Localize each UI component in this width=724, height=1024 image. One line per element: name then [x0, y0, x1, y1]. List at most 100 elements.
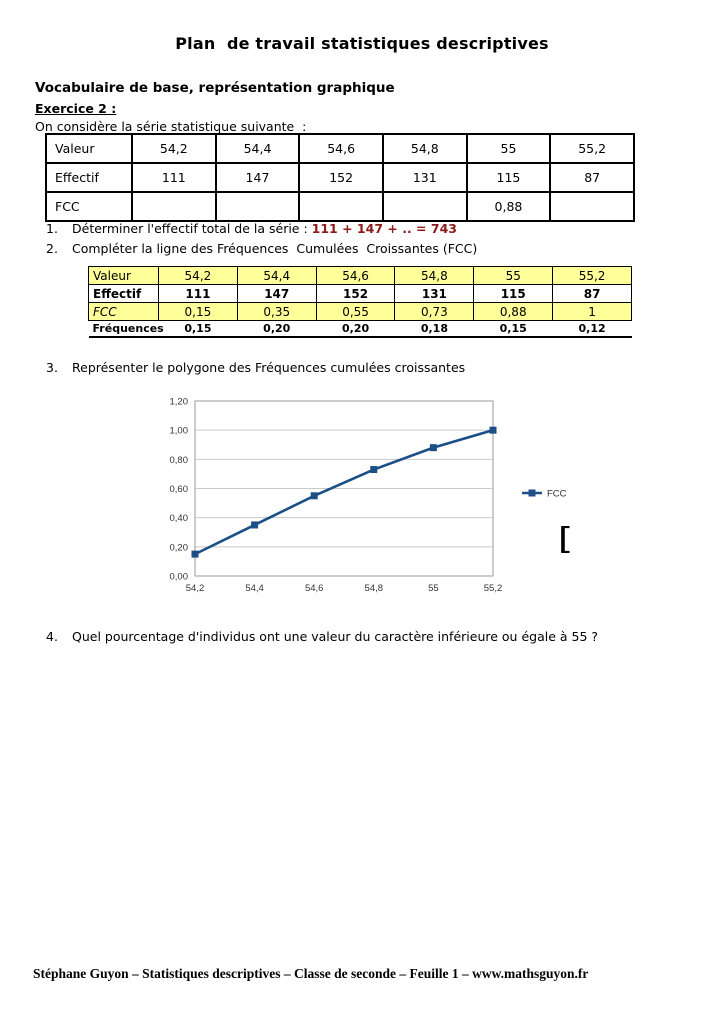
intro-line: On considère la série statistique suivan… — [35, 119, 307, 134]
chart-canvas: 0,00 0,20 0,40 0,60 0,80 1,00 1,20 54,2 54,4 54,6… — [170, 397, 567, 595]
cell-value: 54,2 — [131, 133, 217, 164]
question-text: Représenter le polygone des Fréquences c… — [72, 360, 466, 375]
cell-value: 0,20 — [316, 320, 395, 338]
fcc-series-marker — [191, 550, 199, 558]
question-number: 1. — [46, 221, 58, 236]
cell-value: 54,6 — [315, 266, 396, 285]
cell-value: 54,2 — [158, 266, 238, 285]
cell-value: 55 — [465, 133, 552, 164]
cell-value: 54,4 — [236, 266, 317, 285]
question-2: 2. Compléter la ligne des Fréquences Cum… — [46, 241, 686, 256]
fcc-series-marker — [310, 492, 318, 500]
question-1: 1. Déterminer l'effectif total de la sér… — [46, 221, 686, 236]
question-answer-highlight: 111 + 147 + .. = 743 — [311, 221, 457, 236]
exercise-label: Exercice 2 : — [35, 101, 117, 116]
cell-value — [381, 191, 468, 222]
fcc-series-marker — [489, 426, 497, 434]
question-number: 4. — [46, 629, 58, 644]
y-axis-label: 0,40 — [170, 513, 189, 524]
cell-value: 0,35 — [236, 302, 317, 321]
cell-value: 0,88 — [465, 191, 552, 222]
row-label: Effectif — [45, 162, 133, 193]
row-label: Fréquences — [88, 320, 164, 338]
x-axis-label: 54,2 — [186, 583, 205, 594]
fcc-line-chart: 0,00 0,20 0,40 0,60 0,80 1,00 1,20 54,2 54,4 54,6… — [158, 390, 618, 615]
fcc-series-line — [194, 428, 494, 556]
fcc-series-marker — [429, 444, 437, 452]
cell-value: 0,15 — [158, 320, 238, 338]
page-title: Plan de travail statistiques descriptive… — [175, 34, 549, 53]
cell-value: 0,15 — [158, 302, 238, 321]
stray-bracket-glyph: [ — [552, 522, 577, 557]
question-4: 4. Quel pourcentage d'individus ont une … — [46, 629, 686, 644]
y-axis-label: 0,20 — [170, 542, 189, 553]
cell-value: 111 — [158, 284, 238, 303]
x-axis-label: 54,4 — [245, 583, 264, 594]
question-number: 3. — [46, 360, 58, 375]
cell-value: 87 — [549, 162, 635, 193]
legend-label: FCC — [547, 489, 567, 500]
cell-value: 147 — [214, 162, 301, 193]
cell-value: 0,12 — [552, 320, 632, 338]
cell-value — [298, 191, 384, 222]
cell-value: 0,73 — [394, 302, 475, 321]
cell-value: 0,15 — [473, 320, 553, 338]
plot-border — [194, 400, 494, 577]
cell-value: 55 — [473, 266, 554, 285]
table-row: Fréquences 0,15 0,20 0,20 0,18 0,15 0,12 — [88, 320, 632, 338]
cell-value: 1 — [552, 302, 632, 321]
cell-value: 147 — [236, 284, 317, 303]
y-axis-label: 0,60 — [170, 484, 189, 495]
section-heading: Vocabulaire de base, représentation grap… — [35, 80, 395, 96]
row-label: Valeur — [88, 266, 159, 285]
cell-value: 115 — [473, 284, 554, 303]
question-text: Compléter la ligne des Fréquences Cumulé… — [72, 241, 478, 256]
cell-value: 111 — [131, 162, 217, 193]
fcc-series-marker — [251, 521, 259, 529]
row-label: Valeur — [45, 133, 133, 164]
cell-value — [549, 191, 635, 222]
question-3: 3. Représenter le polygone des Fréquence… — [46, 360, 686, 375]
cell-value: 55,2 — [549, 133, 635, 164]
question-text: Quel pourcentage d'individus ont une val… — [72, 629, 599, 644]
footer-credit: Stéphane Guyon – Statistiques descriptiv… — [33, 966, 589, 981]
cell-value — [131, 191, 217, 222]
table-row: Effectif 111 147 152 131 115 87 — [88, 284, 632, 303]
question-text: Déterminer l'effectif total de la série … — [72, 221, 312, 236]
legend-marker — [528, 489, 536, 497]
table-row: FCC 0,88 — [45, 191, 635, 222]
table-row: Valeur 54,2 54,4 54,6 54,8 55 55,2 — [45, 133, 635, 164]
fcc-series-marker — [370, 466, 378, 474]
x-axis-label: 55,2 — [484, 583, 503, 594]
cell-value: 54,6 — [298, 133, 384, 164]
cell-value: 131 — [381, 162, 468, 193]
cell-value: 0,55 — [315, 302, 396, 321]
y-axis-label: 0,80 — [170, 455, 189, 466]
cell-value: 115 — [465, 162, 552, 193]
y-axis-label: 0,00 — [170, 572, 189, 583]
effectifs-table-body: Valeur 54,2 54,4 54,6 54,8 55 55,2 Effectif 111 1… — [45, 133, 635, 222]
row-label: FCC — [45, 191, 133, 222]
row-label: FCC — [88, 302, 159, 321]
fcc-table: Valeur 54,2 54,4 54,6 54,8 55 55,2 Effectif 111 1… — [88, 266, 632, 338]
cell-value: 87 — [552, 284, 632, 303]
cell-value: 54,4 — [214, 133, 301, 164]
y-axis-label: 1,20 — [170, 397, 189, 408]
y-axis-label: 1,00 — [170, 426, 189, 437]
cell-value: 152 — [298, 162, 384, 193]
cell-value: 0,18 — [394, 320, 474, 338]
x-axis-label: 54,6 — [305, 583, 324, 594]
table-row: Valeur 54,2 54,4 54,6 54,8 55 55,2 — [88, 266, 632, 285]
cell-value: 152 — [315, 284, 396, 303]
table-row: Effectif 111 147 152 131 115 87 — [45, 162, 635, 193]
x-axis-label: 55 — [428, 583, 439, 594]
effectifs-table: Valeur 54,2 54,4 54,6 54,8 55 55,2 Effectif 111 1… — [45, 133, 635, 222]
cell-value: 0,88 — [473, 302, 554, 321]
cell-value: 131 — [394, 284, 475, 303]
fcc-table-body: Valeur 54,2 54,4 54,6 54,8 55 55,2 Effectif 111 1… — [88, 266, 632, 338]
row-label: Effectif — [88, 284, 159, 303]
cell-value: 0,20 — [237, 320, 317, 338]
question-number: 2. — [46, 241, 58, 256]
table-row: FCC 0,15 0,35 0,55 0,73 0,88 1 — [88, 302, 632, 321]
